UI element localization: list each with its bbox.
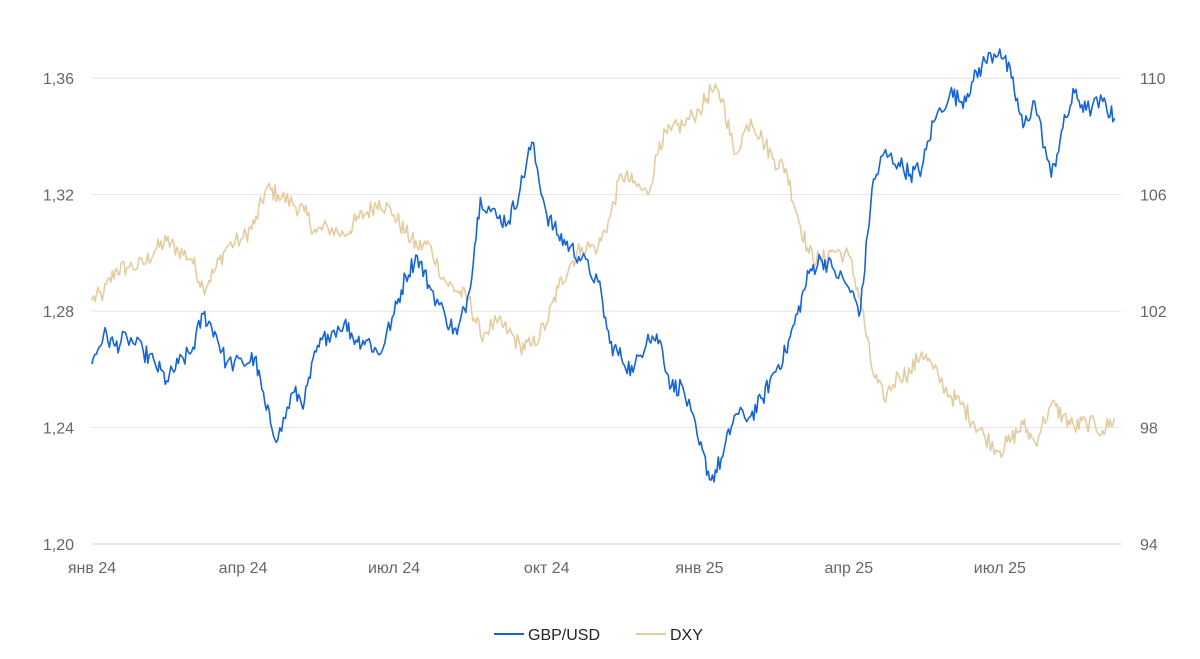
left-tick-label: 1,20	[43, 537, 74, 554]
series-line-gbp-usd	[91, 48, 1116, 483]
legend: GBP/USD DXY	[494, 627, 703, 644]
x-axis: янв 24 апр 24 июл 24 окт 24 янв 25 апр 25 июл …	[68, 560, 1026, 577]
x-tick-label: окт 24	[524, 560, 570, 577]
left-tick-label: 1,36	[43, 71, 74, 88]
right-tick-label: 102	[1140, 304, 1167, 321]
right-tick-label: 94	[1140, 537, 1158, 554]
right-tick-label: 98	[1140, 421, 1158, 438]
x-tick-label: апр 24	[219, 560, 268, 577]
left-tick-label: 1,28	[43, 304, 74, 321]
series-line-dxy	[91, 83, 1116, 459]
x-tick-label: июл 24	[368, 560, 420, 577]
series-lines	[91, 48, 1116, 483]
legend-label: GBP/USD	[528, 627, 600, 644]
legend-label: DXY	[670, 627, 703, 644]
left-axis: 1,20 1,24 1,28 1,32 1,36	[43, 71, 74, 554]
x-tick-label: янв 25	[675, 560, 723, 577]
right-axis: 94 98 102 106 110	[1140, 71, 1167, 554]
x-tick-label: июл 25	[974, 560, 1026, 577]
left-tick-label: 1,32	[43, 188, 74, 205]
right-tick-label: 110	[1140, 71, 1166, 88]
grid-lines	[92, 77, 1121, 545]
right-tick-label: 106	[1140, 188, 1167, 205]
x-tick-label: янв 24	[68, 560, 116, 577]
x-tick-label: апр 25	[824, 560, 873, 577]
left-tick-label: 1,24	[43, 421, 74, 438]
